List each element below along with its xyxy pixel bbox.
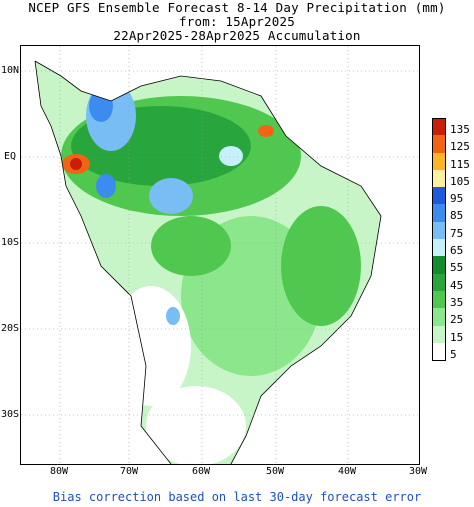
legend-swatch bbox=[432, 273, 446, 291]
legend-item: 15 bbox=[432, 325, 472, 344]
legend-item: 115 bbox=[432, 152, 472, 171]
legend-swatch bbox=[432, 342, 446, 362]
map-title: NCEP GFS Ensemble Forecast 8-14 Day Prec… bbox=[28, 0, 446, 15]
rain-area bbox=[149, 178, 193, 214]
legend-item: 85 bbox=[432, 204, 472, 223]
lat-label-10s: 10S bbox=[1, 237, 20, 248]
legend-label: 15 bbox=[450, 330, 464, 344]
legend-item: 5 bbox=[432, 342, 472, 362]
legend-item: 35 bbox=[432, 290, 472, 309]
rain-area bbox=[281, 206, 361, 326]
bias-note: Bias correction based on last 30-day for… bbox=[52, 490, 422, 504]
legend-item: 135 bbox=[432, 118, 472, 137]
legend-swatch bbox=[432, 325, 446, 343]
legend-swatch bbox=[432, 135, 446, 153]
legend-label: 35 bbox=[450, 295, 464, 309]
rain-area bbox=[258, 125, 274, 137]
rain-area bbox=[111, 286, 191, 406]
legend-item: 105 bbox=[432, 169, 472, 188]
legend-label: 5 bbox=[450, 347, 457, 361]
rain-area bbox=[146, 386, 246, 464]
legend-item: 95 bbox=[432, 187, 472, 206]
legend-swatch bbox=[432, 204, 446, 222]
legend-swatch bbox=[432, 118, 446, 137]
legend-label: 95 bbox=[450, 192, 464, 206]
lon-label-60w: 60W bbox=[191, 466, 211, 477]
legend-item: 75 bbox=[432, 221, 472, 240]
forecast-init-date: from: 15Apr2025 bbox=[179, 14, 295, 29]
legend-swatch bbox=[432, 256, 446, 274]
graticule bbox=[21, 46, 419, 464]
lon-label-30w: 30W bbox=[408, 466, 428, 477]
lat-label-10n: 10N bbox=[1, 65, 20, 76]
legend-swatch bbox=[432, 239, 446, 257]
legend-item: 25 bbox=[432, 308, 472, 327]
legend-label: 45 bbox=[450, 278, 464, 292]
coastline bbox=[34, 60, 382, 464]
legend-item: 125 bbox=[432, 135, 472, 154]
legend-label: 115 bbox=[450, 157, 470, 171]
legend-label: 55 bbox=[450, 261, 464, 275]
legend-item: 45 bbox=[432, 273, 472, 292]
legend-item: 65 bbox=[432, 239, 472, 258]
lat-label-30s: 30S bbox=[1, 409, 20, 420]
rain-area bbox=[166, 307, 180, 325]
lon-label-70w: 70W bbox=[119, 466, 139, 477]
legend-label: 75 bbox=[450, 226, 464, 240]
legend-label: 25 bbox=[450, 313, 464, 327]
rain-area bbox=[219, 146, 243, 166]
lon-label-80w: 80W bbox=[49, 466, 69, 477]
rain-area bbox=[151, 216, 231, 276]
legend-swatch bbox=[432, 290, 446, 309]
legend-swatch bbox=[432, 187, 446, 205]
lon-label-50w: 50W bbox=[265, 466, 285, 477]
rain-area bbox=[70, 158, 82, 170]
accumulation-period: 22Apr2025-28Apr2025 Accumulation bbox=[113, 28, 361, 43]
legend-swatch bbox=[432, 221, 446, 240]
legend-swatch bbox=[432, 308, 446, 326]
precip-legend: 135 125 115 105 95 85 75 65 55 45 35 25 15 5 bbox=[432, 118, 472, 362]
legend-label: 125 bbox=[450, 140, 470, 154]
legend-item: 55 bbox=[432, 256, 472, 275]
legend-label: 65 bbox=[450, 244, 464, 258]
lat-label-20s: 20S bbox=[1, 323, 20, 334]
legend-label: 135 bbox=[450, 123, 470, 136]
precipitation-map bbox=[20, 45, 420, 465]
legend-swatch bbox=[432, 152, 446, 170]
map-canvas bbox=[21, 46, 419, 464]
rain-area bbox=[96, 174, 116, 198]
lat-label-eq: EQ bbox=[4, 151, 17, 162]
legend-label: 85 bbox=[450, 209, 464, 223]
lon-label-40w: 40W bbox=[337, 466, 357, 477]
legend-swatch bbox=[432, 169, 446, 188]
legend-label: 105 bbox=[450, 174, 470, 188]
